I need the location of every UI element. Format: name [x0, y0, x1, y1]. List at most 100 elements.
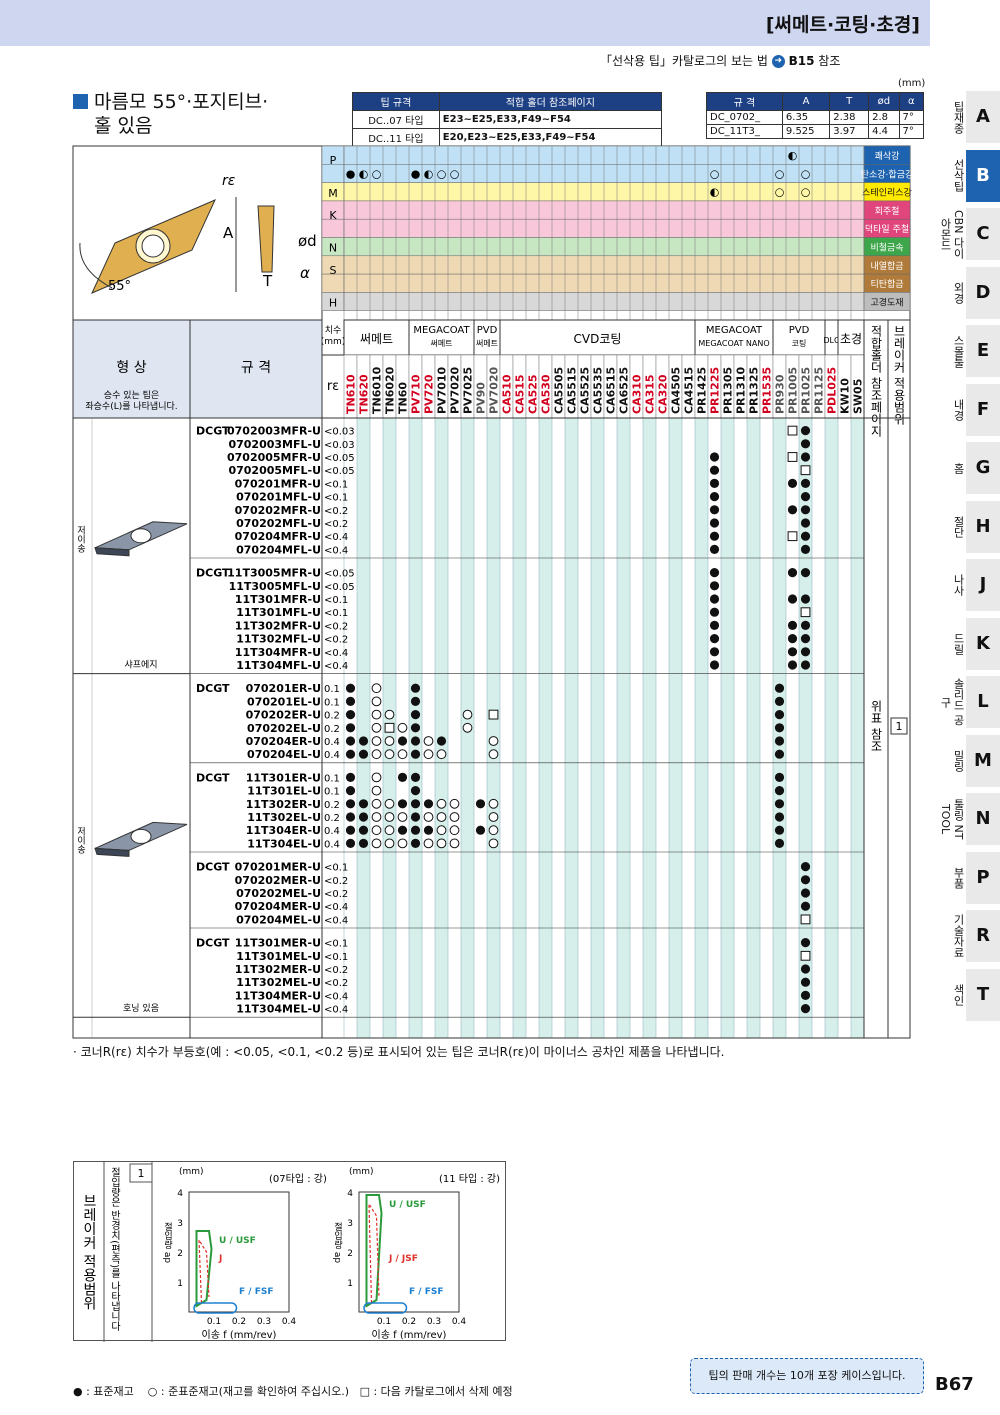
- insert-code[interactable]: 0702005MFL-U: [228, 464, 321, 477]
- insert-code[interactable]: 0702003MFL-U: [228, 438, 321, 451]
- insert-code[interactable]: 070204MEL-U: [236, 913, 321, 926]
- side-nav-item-t[interactable]: 색인 T: [935, 966, 1000, 1024]
- insert-code[interactable]: 11T304ER-U: [246, 824, 321, 837]
- insert-code[interactable]: 0702005MFR-U: [227, 451, 321, 464]
- material-code: S: [330, 264, 337, 277]
- breaker-num-box: [129, 1163, 153, 1183]
- reference-page[interactable]: B15: [788, 54, 815, 68]
- column-band: [747, 418, 760, 1038]
- insert-code[interactable]: 11T302EL-U: [247, 811, 321, 824]
- group-header: 써메트: [430, 339, 452, 348]
- stock-semi-mark: [384, 825, 395, 836]
- angle-label: 55°: [108, 279, 131, 294]
- legend-std: ● : 표준재고: [73, 1385, 134, 1398]
- insert-code[interactable]: 11T302ER-U: [246, 798, 321, 811]
- side-nav-item-l[interactable]: 솔리드 공구 L: [935, 673, 1000, 731]
- insert-code[interactable]: 11T302MFR-U: [235, 619, 321, 632]
- column-band: [643, 418, 656, 1038]
- side-nav-label: 드릴: [952, 632, 965, 655]
- insert-code[interactable]: 070201EL-U: [247, 695, 321, 708]
- grade-name: PV7010: [436, 366, 449, 414]
- insert-code[interactable]: 070202MFR-U: [235, 504, 321, 517]
- insert-code[interactable]: 11T304MFL-U: [236, 659, 321, 672]
- insert-code[interactable]: 070204MER-U: [235, 900, 321, 913]
- x-tick: 0.1: [377, 1317, 391, 1327]
- insert-code[interactable]: 070202MER-U: [235, 874, 321, 887]
- insert-code[interactable]: 11T301MER-U: [235, 937, 321, 950]
- insert-code[interactable]: 11T3005MFL-U: [229, 580, 321, 593]
- insert-code[interactable]: 070202EL-U: [247, 722, 321, 735]
- chart-11: (mm) (11 타입 : 강) 1 2 3 4 0.1 0.2 0.3 0.4 절입량 ap 이송 …: [332, 1167, 500, 1341]
- stock-standard-mark: [358, 736, 369, 746]
- side-nav-item-a[interactable]: 팁재종 A: [935, 88, 1000, 146]
- insert-code[interactable]: 070204EL-U: [247, 748, 321, 761]
- insert-code[interactable]: 070204MFL-U: [236, 543, 321, 556]
- side-nav-item-f[interactable]: 내경 F: [935, 381, 1000, 439]
- grade-name: PR1125: [813, 367, 826, 414]
- stock-standard-mark: [410, 812, 421, 822]
- insert-code[interactable]: 11T301MFR-U: [235, 593, 321, 606]
- stock-semi-mark: [371, 798, 382, 809]
- insert-code[interactable]: 070201ER-U: [246, 682, 321, 695]
- stock-standard-mark: [410, 799, 421, 809]
- side-nav-item-k[interactable]: 드릴 K: [935, 615, 1000, 673]
- side-nav-item-b[interactable]: 선삭팁 B: [935, 147, 1000, 205]
- side-nav-item-r[interactable]: 기술자료 R: [935, 907, 1000, 965]
- insert-code[interactable]: 070202MEL-U: [236, 887, 321, 900]
- spec-header-cell: [189, 319, 323, 419]
- side-nav-item-p[interactable]: 부품 P: [935, 849, 1000, 907]
- x-tick: 0.2: [402, 1317, 416, 1327]
- insert-code[interactable]: 070204ER-U: [246, 735, 321, 748]
- insert-code[interactable]: 070202MFL-U: [236, 517, 321, 530]
- insert-code[interactable]: 11T301ER-U: [246, 771, 321, 784]
- shape-header-cell: [72, 319, 191, 419]
- legend-semi: ○ : 준표준재고(재고를 확인하여 주십시오.): [147, 1385, 350, 1398]
- stock-semi-mark: [423, 838, 434, 849]
- insert-code[interactable]: 11T3005MFR-U: [227, 567, 321, 580]
- side-nav-item-c[interactable]: CBN 다이아몬드 C: [935, 205, 1000, 263]
- side-nav-item-j[interactable]: 나사 J: [935, 556, 1000, 614]
- group-header: PVD: [477, 325, 498, 336]
- insert-code[interactable]: 070204MFR-U: [235, 530, 321, 543]
- side-nav-item-m[interactable]: 밀링 M: [935, 732, 1000, 790]
- insert-code[interactable]: 070201MFR-U: [235, 477, 321, 490]
- insert-code[interactable]: 070201MER-U: [235, 861, 321, 874]
- stock-standard-mark: [423, 799, 434, 809]
- corner-radius: <0.2: [324, 889, 348, 900]
- insert-code[interactable]: 11T304MFR-U: [235, 646, 321, 659]
- series-prefix: DCGT: [196, 771, 230, 784]
- side-nav-label: 절단: [952, 515, 965, 538]
- grade-name: KW10: [839, 378, 852, 414]
- column-band: [435, 418, 448, 1038]
- legend-del: □ : 다음 카탈로그에서 삭제 예정: [359, 1385, 513, 1398]
- insert-code[interactable]: 11T302MER-U: [235, 963, 321, 976]
- side-nav-label: 스몰툴: [952, 334, 965, 368]
- stock-standard-mark: [345, 812, 356, 822]
- side-nav-item-n[interactable]: 툴링 NT TOOL N: [935, 790, 1000, 848]
- side-nav-item-e[interactable]: 스몰툴 E: [935, 322, 1000, 380]
- corner-radius: <0.1: [324, 493, 348, 504]
- stock-standard-mark: [410, 825, 421, 835]
- insert-code[interactable]: 11T302MEL-U: [236, 976, 321, 989]
- insert-code[interactable]: 070201MFL-U: [236, 491, 321, 504]
- insert-code[interactable]: 11T302MFL-U: [236, 633, 321, 646]
- insert-code[interactable]: 11T304MER-U: [235, 989, 321, 1002]
- insert-code[interactable]: 11T304EL-U: [247, 837, 321, 850]
- stock-standard-mark: [800, 426, 811, 436]
- side-nav-letter: F: [966, 383, 1000, 436]
- insert-code[interactable]: 11T301MFL-U: [236, 606, 321, 619]
- insert-code[interactable]: 0702003MFR-U: [227, 425, 321, 438]
- insert-code[interactable]: 11T301MEL-U: [236, 950, 321, 963]
- side-nav-item-h[interactable]: 절단 H: [935, 498, 1000, 556]
- corner-radius: <0.05: [324, 582, 355, 593]
- side-nav-item-d[interactable]: 외경 D: [935, 264, 1000, 322]
- insert-code[interactable]: 11T304MEL-U: [236, 1003, 321, 1016]
- stock-standard-mark: [787, 568, 798, 578]
- stock-standard-mark: [774, 696, 785, 707]
- stock-standard-mark: [800, 647, 811, 657]
- insert-code[interactable]: 070202ER-U: [246, 709, 321, 722]
- insert-code[interactable]: 11T301EL-U: [247, 785, 321, 798]
- column-band: [565, 418, 578, 1038]
- side-nav-label: 색인: [952, 983, 965, 1006]
